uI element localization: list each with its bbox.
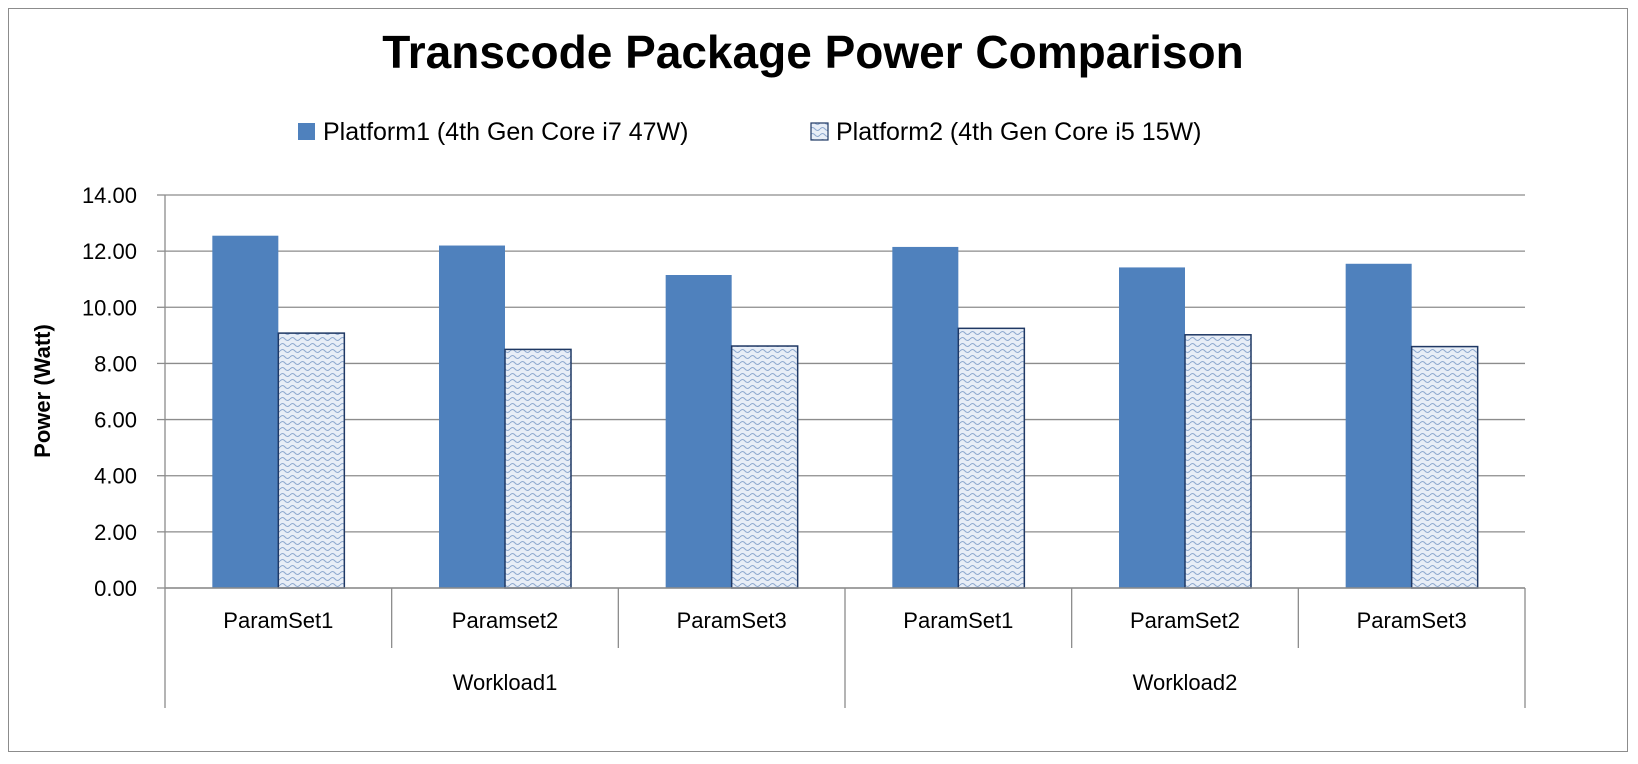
gridlines — [165, 194, 1525, 589]
bars — [212, 235, 1479, 589]
bar-series1-4 — [892, 246, 959, 589]
y-tick-label: 10.00 — [82, 295, 137, 320]
y-tick-label: 14.00 — [82, 183, 137, 208]
bar-series1-1 — [212, 235, 279, 589]
x-axis: ParamSet1 Paramset2 ParamSet3 ParamSet1 Para… — [164, 587, 1526, 708]
bar-series1-3 — [665, 275, 732, 588]
bar-series1-5 — [1119, 267, 1185, 588]
x-tick-label: Paramset2 — [452, 608, 558, 633]
x-tick-label: ParamSet2 — [1130, 608, 1240, 633]
legend-label-series1: Platform1 (4th Gen Core i7 47W) — [323, 118, 688, 146]
y-tick-label: 2.00 — [94, 520, 137, 545]
bar-series1-2 — [439, 245, 505, 588]
bar-series2-4 — [957, 327, 1026, 589]
legend-swatch-series2 — [810, 122, 829, 141]
x-tick-label: ParamSet3 — [677, 608, 787, 633]
x-group-label: Workload1 — [453, 670, 558, 695]
y-tick-label: 8.00 — [94, 351, 137, 376]
y-tick-label: 12.00 — [82, 239, 137, 264]
y-axis-ticks: 0.00 2.00 4.00 6.00 8.00 10.00 12.00 14.00 — [82, 183, 166, 601]
y-tick-label: 4.00 — [94, 464, 137, 489]
bar-series2-5 — [1184, 334, 1252, 589]
x-tick-label: ParamSet1 — [903, 608, 1013, 633]
y-tick-label: 6.00 — [94, 408, 137, 433]
bar-series2-2 — [504, 348, 572, 589]
x-group-label: Workload2 — [1133, 670, 1238, 695]
x-tick-label: ParamSet3 — [1357, 608, 1467, 633]
legend-swatch-series1 — [298, 123, 315, 140]
y-tick-label: 0.00 — [94, 576, 137, 601]
bar-series1-6 — [1345, 263, 1412, 588]
bar-series2-3 — [730, 345, 799, 589]
bar-series2-6 — [1410, 345, 1479, 589]
legend: Platform1 (4th Gen Core i7 47W) Platform2… — [298, 118, 1201, 146]
x-tick-label: ParamSet1 — [223, 608, 333, 633]
bar-series2-1 — [277, 332, 346, 589]
y-axis-label: Power (Watt) — [30, 324, 55, 458]
chart-title: Transcode Package Power Comparison — [382, 26, 1244, 78]
legend-label-series2: Platform2 (4th Gen Core i5 15W) — [836, 118, 1201, 146]
